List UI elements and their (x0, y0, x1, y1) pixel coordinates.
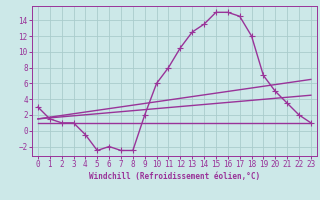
X-axis label: Windchill (Refroidissement éolien,°C): Windchill (Refroidissement éolien,°C) (89, 172, 260, 181)
